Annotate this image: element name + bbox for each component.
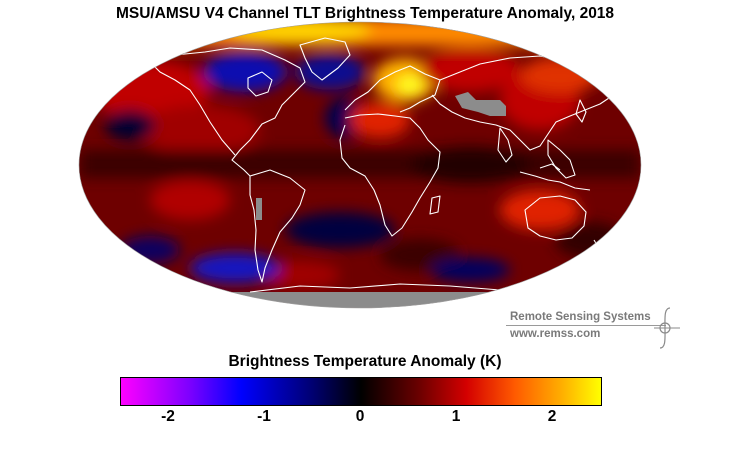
colorbar	[120, 377, 602, 406]
map-outline	[78, 21, 642, 309]
no-data-antarctica	[200, 292, 520, 308]
no-data-andes	[256, 198, 262, 220]
colorbar-tick-label: 1	[451, 408, 461, 425]
colorbar-tick-label: 2	[547, 408, 557, 425]
map-title: MSU/AMSU V4 Channel TLT Brightness Tempe…	[115, 5, 615, 22]
logo-url: www.remss.com	[510, 328, 601, 340]
logo-rule	[506, 325, 666, 326]
logo-name: Remote Sensing Systems	[510, 311, 651, 323]
colorbar-tick-label: -1	[257, 408, 271, 425]
colorbar-tick-label: 0	[355, 408, 365, 425]
colorbar-title: Brightness Temperature Anomaly (K)	[228, 353, 502, 370]
coastlines	[149, 37, 616, 293]
anomaly-map	[78, 21, 642, 309]
colorbar-tick-label: -2	[161, 408, 175, 425]
no-data-tibet	[455, 92, 506, 116]
remss-logo: Remote Sensing Systems www.remss.com	[506, 306, 682, 350]
integral-symbol-icon	[654, 307, 680, 349]
